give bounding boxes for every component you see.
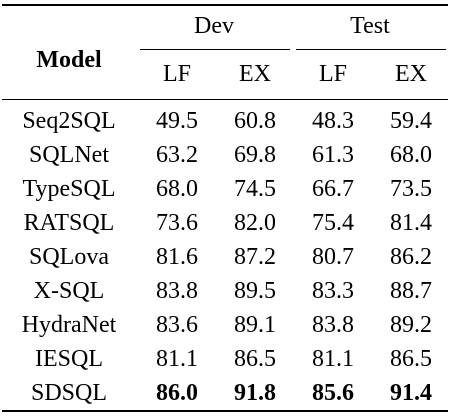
dev-lf-value: 86.0 [156, 380, 198, 406]
model-name: X-SQL [33, 278, 105, 304]
bottom-rule [2, 410, 448, 412]
dev-ex-value: 60.8 [234, 108, 276, 134]
dev-lf-value: 73.6 [156, 210, 198, 236]
dev-group-rule [140, 49, 290, 50]
model-name: SQLNet [29, 142, 109, 168]
test-ex-value: 88.7 [390, 278, 432, 304]
test-ex-value: 59.4 [390, 108, 432, 134]
test-ex-value: 73.5 [390, 176, 432, 202]
test-lf-value: 85.6 [312, 380, 354, 406]
model-name: HydraNet [21, 312, 117, 338]
header-rule [2, 99, 448, 100]
model-name: IESQL [35, 346, 103, 372]
dev-lf-header: LF [162, 61, 191, 87]
dev-ex-value: 89.5 [234, 278, 276, 304]
test-ex-value: 91.4 [390, 380, 432, 406]
test-lf-value: 66.7 [312, 176, 354, 202]
test-lf-value: 81.1 [312, 346, 354, 372]
top-rule [2, 4, 448, 6]
model-column-header: Model [36, 47, 102, 73]
test-group-rule [296, 49, 446, 50]
dev-lf-value: 83.6 [156, 312, 198, 338]
model-name: TypeSQL [22, 176, 116, 202]
dev-ex-value: 86.5 [234, 346, 276, 372]
test-ex-value: 86.2 [390, 244, 432, 270]
model-name: RATSQL [23, 210, 115, 236]
dev-ex-value: 74.5 [234, 176, 276, 202]
test-group-header: Test [350, 13, 390, 39]
test-lf-value: 80.7 [312, 244, 354, 270]
test-lf-value: 83.3 [312, 278, 354, 304]
test-ex-value: 89.2 [390, 312, 432, 338]
test-ex-value: 81.4 [390, 210, 432, 236]
test-lf-value: 83.8 [312, 312, 354, 338]
dev-ex-value: 87.2 [234, 244, 276, 270]
dev-lf-value: 68.0 [156, 176, 198, 202]
test-lf-value: 48.3 [312, 108, 354, 134]
dev-ex-value: 82.0 [234, 210, 276, 236]
dev-ex-header: EX [239, 61, 271, 87]
test-lf-value: 75.4 [312, 210, 354, 236]
test-lf-header: LF [318, 61, 347, 87]
dev-lf-value: 81.1 [156, 346, 198, 372]
dev-ex-value: 91.8 [234, 380, 276, 406]
model-name: SDSQL [30, 380, 108, 406]
dev-ex-value: 89.1 [234, 312, 276, 338]
test-lf-value: 61.3 [312, 142, 354, 168]
test-ex-value: 86.5 [390, 346, 432, 372]
dev-group-header: Dev [194, 13, 234, 39]
test-ex-value: 68.0 [390, 142, 432, 168]
dev-ex-value: 69.8 [234, 142, 276, 168]
model-name: SQLova [29, 244, 109, 270]
dev-lf-value: 83.8 [156, 278, 198, 304]
test-ex-header: EX [395, 61, 427, 87]
model-name: Seq2SQL [22, 108, 116, 134]
dev-lf-value: 63.2 [156, 142, 198, 168]
dev-lf-value: 81.6 [156, 244, 198, 270]
dev-lf-value: 49.5 [156, 108, 198, 134]
